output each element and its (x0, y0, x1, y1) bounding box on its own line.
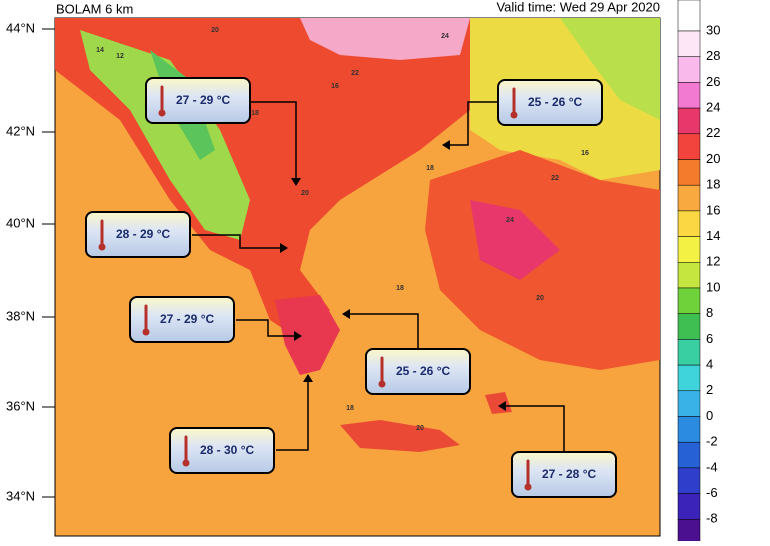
colorbar-swatch (677, 287, 701, 314)
arrowhead (280, 243, 288, 253)
colorbar-top (677, 0, 701, 32)
colorbar-swatch (677, 30, 701, 57)
map-value: 24 (441, 33, 449, 40)
map-value: 20 (301, 190, 309, 197)
colorbar-swatch (677, 56, 701, 83)
arrowhead (342, 309, 350, 319)
colorbar-label: 14 (706, 228, 720, 243)
callout-box (85, 211, 191, 258)
colorbar-label: 22 (706, 125, 720, 140)
callout-box (145, 77, 251, 124)
map-value: 18 (396, 285, 404, 292)
colorbar-swatch (677, 416, 701, 443)
map-value: 14 (96, 47, 104, 54)
colorbar-label: 26 (706, 74, 720, 89)
map-value: 22 (551, 175, 559, 182)
callout-text: 28 - 30 °C (200, 443, 254, 457)
latitude-label: 44°N (6, 20, 35, 35)
map-value: 18 (426, 165, 434, 172)
map-value: 12 (116, 53, 124, 60)
colorbar-swatch (677, 339, 701, 366)
map-value: 16 (581, 150, 589, 157)
colorbar-label: 8 (706, 305, 713, 320)
colorbar-label: 28 (706, 48, 720, 63)
callout-text: 28 - 29 °C (116, 227, 170, 241)
colorbar-label: 18 (706, 177, 720, 192)
latitude-label: 38°N (6, 308, 35, 323)
colorbar-label: 0 (706, 408, 713, 423)
colorbar-label: 6 (706, 331, 713, 346)
valid-time: Valid time: Wed 29 Apr 2020 (496, 0, 660, 14)
map-value: 16 (331, 83, 339, 90)
map-value: 20 (416, 425, 424, 432)
colorbar-label: -6 (706, 485, 718, 500)
colorbar-label: 30 (706, 22, 720, 37)
thermometer-bulb (142, 328, 150, 336)
latitude-label: 40°N (6, 215, 35, 230)
colorbar-swatch (677, 262, 701, 289)
arrowhead (442, 140, 450, 150)
colorbar-swatch (677, 236, 701, 263)
map-value: 20 (211, 27, 219, 34)
map-value: 18 (346, 405, 354, 412)
colorbar-swatch (677, 364, 701, 392)
callout-box (365, 348, 471, 395)
map-value: 18 (251, 110, 259, 117)
callout-text: 27 - 28 °C (542, 467, 596, 481)
colorbar-swatch (677, 313, 701, 340)
colorbar-label: 16 (706, 202, 720, 217)
colorbar-label: -4 (706, 459, 718, 474)
thermometer-bulb (98, 243, 106, 251)
colorbar-swatch (677, 107, 701, 135)
colorbar-swatch (677, 133, 701, 160)
colorbar-swatch (677, 210, 701, 237)
colorbar-swatch (677, 519, 701, 546)
colorbar-label: 10 (706, 279, 720, 294)
colorbar-label: 2 (706, 382, 713, 397)
callout-text: 27 - 29 °C (176, 93, 230, 107)
colorbar-swatch (677, 184, 701, 212)
arrowhead (291, 178, 301, 186)
latitude-label: 36°N (6, 398, 35, 413)
colorbar-label: -2 (706, 434, 718, 449)
colorbar-label: 20 (706, 151, 720, 166)
callout-box (511, 451, 617, 498)
model-label: BOLAM 6 km (56, 1, 133, 16)
callout-box (129, 296, 235, 343)
latitude-label: 34°N (6, 488, 35, 503)
callout-box (169, 427, 275, 474)
colorbar-swatch (677, 441, 701, 469)
colorbar-swatch (677, 390, 701, 417)
arrowhead (303, 374, 313, 382)
thermometer-bulb (524, 483, 532, 491)
callout-text: 25 - 26 °C (396, 364, 450, 378)
colorbar-swatch (677, 159, 701, 186)
thermometer-bulb (182, 459, 190, 467)
colorbar-label: -8 (706, 511, 718, 526)
colorbar-label: 24 (706, 100, 720, 115)
arrowhead (498, 401, 506, 411)
callout-box (497, 79, 603, 126)
callout-text: 27 - 29 °C (160, 312, 214, 326)
colorbar-label: 4 (706, 357, 713, 372)
thermometer-bulb (378, 380, 386, 388)
colorbar-swatch (677, 467, 701, 494)
callouts (192, 101, 565, 452)
colorbar-swatch (677, 493, 701, 520)
colorbar-swatch (677, 82, 701, 109)
thermometer-bulb (510, 111, 518, 119)
latitude-label: 42°N (6, 123, 35, 138)
arrowhead (294, 331, 302, 341)
thermometer-bulb (158, 109, 166, 117)
map-value: 20 (536, 295, 544, 302)
colorbar-label: 12 (706, 254, 720, 269)
map-value: 22 (351, 70, 359, 77)
map-value: 24 (506, 217, 514, 224)
callout-text: 25 - 26 °C (528, 95, 582, 109)
